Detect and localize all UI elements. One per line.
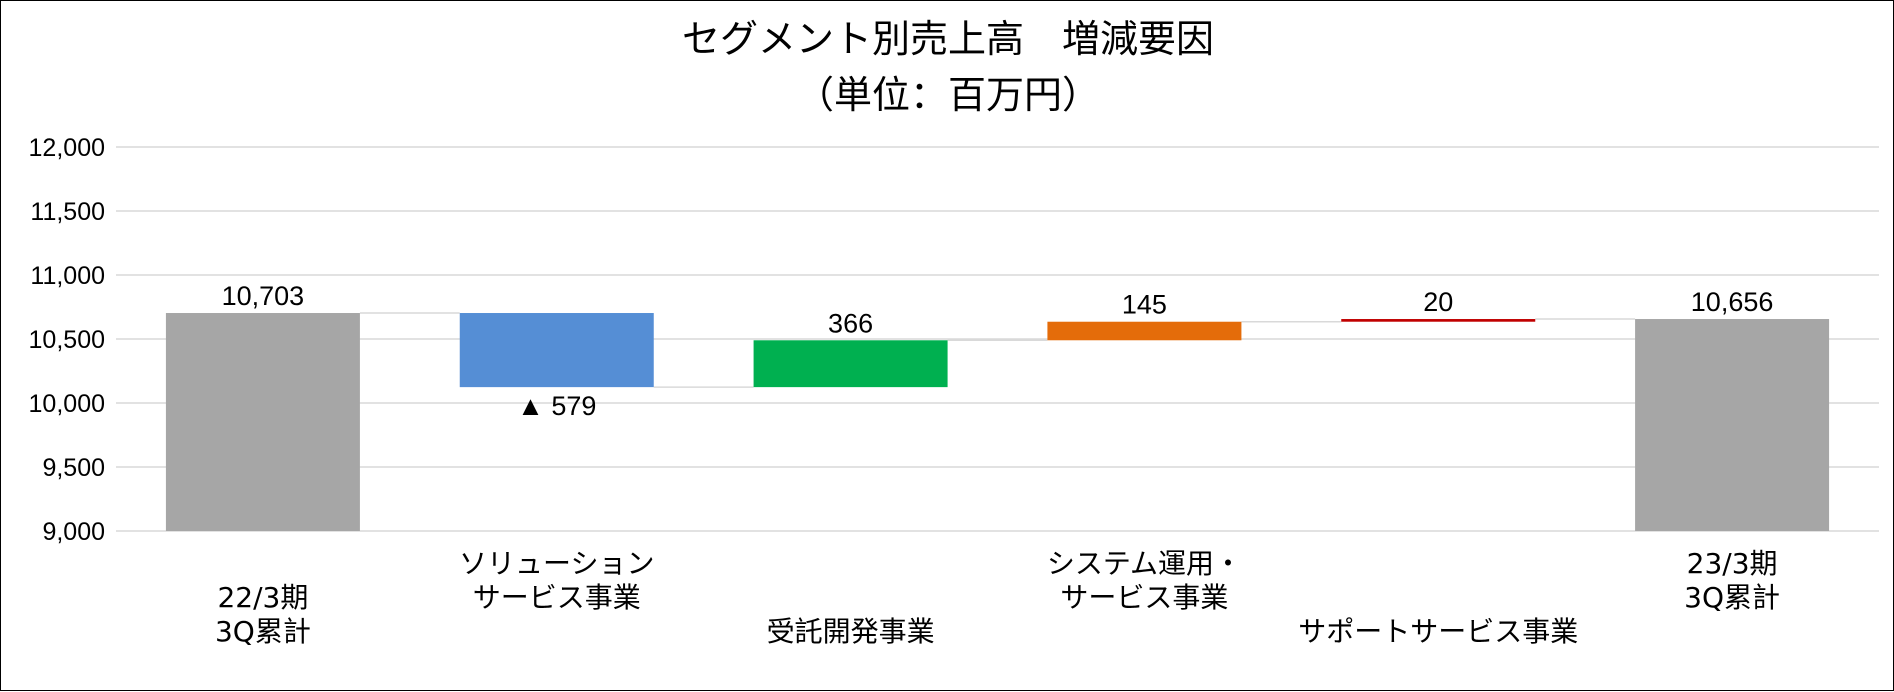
waterfall-bar (459, 313, 654, 388)
waterfall-bar (753, 340, 948, 388)
category-label: サポートサービス事業 (1298, 615, 1578, 648)
gridlines (116, 146, 1879, 532)
category-label: ソリューション (459, 547, 654, 580)
waterfall-bar (1635, 319, 1830, 531)
data-label: 366 (828, 308, 873, 338)
x-axis-categories: 22/3期3Q累計ソリューションサービス事業受託開発事業システム運用・サービス事… (215, 547, 1780, 648)
y-tick-label: 10,500 (29, 326, 105, 354)
y-tick-label: 12,000 (29, 134, 105, 162)
y-tick-label: 10,000 (29, 390, 105, 418)
y-tick-label: 11,500 (30, 198, 105, 226)
bars (165, 313, 1830, 531)
y-tick-label: 9,500 (42, 454, 105, 482)
category-label: 3Q累計 (215, 615, 311, 648)
category-label: システム運用・ (1047, 547, 1242, 580)
y-axis: 9,000 9,500 10,000 10,500 11,000 11,500 12,000 (29, 134, 105, 546)
data-label: 10,656 (1691, 287, 1774, 317)
data-labels: 10,703 ▲ 579 366 145 20 10,656 (222, 281, 1774, 421)
connector-lines (359, 312, 1636, 388)
chart-title: セグメント別売上高 増減要因 (682, 17, 1214, 61)
category-label: 22/3期 (217, 581, 308, 614)
category-label: 3Q累計 (1684, 581, 1780, 614)
category-label: 23/3期 (1687, 547, 1778, 580)
waterfall-bar (1341, 319, 1536, 322)
y-tick-label: 9,000 (42, 518, 105, 546)
chart-subtitle: （単位：百万円） (796, 73, 1100, 117)
y-tick-label: 11,000 (30, 262, 105, 290)
data-label: ▲ 579 (517, 391, 596, 421)
data-label: 145 (1122, 290, 1167, 320)
category-label: 受託開発事業 (767, 615, 935, 648)
data-label: 20 (1423, 287, 1453, 317)
data-label: 10,703 (222, 281, 305, 311)
category-label: サービス事業 (473, 581, 641, 614)
waterfall-bar (1047, 321, 1242, 341)
waterfall-bar (165, 313, 360, 531)
category-label: サービス事業 (1060, 581, 1228, 614)
